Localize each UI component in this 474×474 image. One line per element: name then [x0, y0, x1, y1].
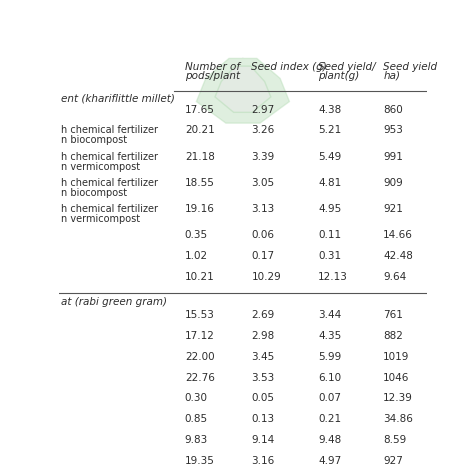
Text: 0.05: 0.05	[251, 393, 274, 403]
Text: 1.02: 1.02	[185, 251, 208, 261]
Text: 0.13: 0.13	[251, 414, 274, 424]
Text: 21.18: 21.18	[185, 152, 215, 162]
Text: 991: 991	[383, 152, 403, 162]
Text: 3.16: 3.16	[251, 456, 275, 466]
Text: 22.00: 22.00	[185, 352, 214, 362]
Text: Seed yield/: Seed yield/	[318, 62, 376, 72]
Text: 10.29: 10.29	[251, 272, 281, 282]
Text: 9.64: 9.64	[383, 272, 406, 282]
Text: at (rabi green gram): at (rabi green gram)	[61, 297, 167, 307]
Text: ent (khariflittle millet): ent (khariflittle millet)	[61, 93, 175, 103]
Text: Seed yield: Seed yield	[383, 62, 438, 72]
Text: n biocompost: n biocompost	[61, 188, 127, 198]
Text: 22.76: 22.76	[185, 373, 215, 383]
Text: 3.53: 3.53	[251, 373, 275, 383]
Text: 860: 860	[383, 105, 403, 115]
Text: 9.83: 9.83	[185, 435, 208, 445]
Polygon shape	[232, 43, 254, 57]
Text: pods/plant: pods/plant	[185, 71, 240, 81]
Text: 3.13: 3.13	[251, 204, 275, 214]
Text: 4.81: 4.81	[318, 178, 341, 188]
Text: 921: 921	[383, 204, 403, 214]
Text: 3.45: 3.45	[251, 352, 275, 362]
Text: 17.12: 17.12	[185, 331, 215, 341]
Text: 3.26: 3.26	[251, 126, 275, 136]
Text: 17.65: 17.65	[185, 105, 215, 115]
Text: n vermicompost: n vermicompost	[61, 162, 140, 172]
Text: 8.59: 8.59	[383, 435, 406, 445]
Text: 2.97: 2.97	[251, 105, 275, 115]
Text: 34.86: 34.86	[383, 414, 413, 424]
Text: 3.39: 3.39	[251, 152, 275, 162]
Text: 909: 909	[383, 178, 403, 188]
Text: n biocompost: n biocompost	[61, 136, 127, 146]
Text: 0.11: 0.11	[318, 230, 341, 240]
Text: 9.48: 9.48	[318, 435, 341, 445]
Polygon shape	[215, 66, 271, 112]
Text: ha): ha)	[383, 71, 400, 81]
Text: h chemical fertilizer: h chemical fertilizer	[61, 126, 158, 136]
Text: 0.30: 0.30	[185, 393, 208, 403]
Text: Seed index (g): Seed index (g)	[251, 62, 327, 72]
Text: 18.55: 18.55	[185, 178, 215, 188]
Text: 953: 953	[383, 126, 403, 136]
Text: 1019: 1019	[383, 352, 410, 362]
Text: 882: 882	[383, 331, 403, 341]
Text: 0.06: 0.06	[251, 230, 274, 240]
Text: h chemical fertilizer: h chemical fertilizer	[61, 204, 158, 214]
Text: 3.05: 3.05	[251, 178, 274, 188]
Text: 5.49: 5.49	[318, 152, 341, 162]
Text: 14.66: 14.66	[383, 230, 413, 240]
Text: 0.17: 0.17	[251, 251, 274, 261]
Text: 42.48: 42.48	[383, 251, 413, 261]
Text: 4.38: 4.38	[318, 105, 341, 115]
Text: 0.31: 0.31	[318, 251, 341, 261]
Text: 6.10: 6.10	[318, 373, 341, 383]
Text: 15.53: 15.53	[185, 310, 215, 320]
Text: 0.07: 0.07	[318, 393, 341, 403]
Text: 927: 927	[383, 456, 403, 466]
Text: 4.97: 4.97	[318, 456, 341, 466]
Text: 0.85: 0.85	[185, 414, 208, 424]
Text: 10.21: 10.21	[185, 272, 215, 282]
Text: 12.39: 12.39	[383, 393, 413, 403]
Text: 2.98: 2.98	[251, 331, 275, 341]
Text: 761: 761	[383, 310, 403, 320]
Text: 3.44: 3.44	[318, 310, 341, 320]
Text: plant(g): plant(g)	[318, 71, 359, 81]
Text: 4.35: 4.35	[318, 331, 341, 341]
Text: 19.35: 19.35	[185, 456, 215, 466]
Text: 1046: 1046	[383, 373, 410, 383]
Text: Number of: Number of	[185, 62, 240, 72]
Text: h chemical fertilizer: h chemical fertilizer	[61, 178, 158, 188]
Text: n vermicompost: n vermicompost	[61, 214, 140, 224]
Polygon shape	[196, 58, 290, 123]
Text: 12.13: 12.13	[318, 272, 348, 282]
Text: 20.21: 20.21	[185, 126, 215, 136]
Text: 0.21: 0.21	[318, 414, 341, 424]
Text: 4.95: 4.95	[318, 204, 341, 214]
Text: 2.69: 2.69	[251, 310, 275, 320]
Text: 9.14: 9.14	[251, 435, 275, 445]
Text: 5.99: 5.99	[318, 352, 341, 362]
Text: 0.35: 0.35	[185, 230, 208, 240]
Text: h chemical fertilizer: h chemical fertilizer	[61, 152, 158, 162]
Text: 19.16: 19.16	[185, 204, 215, 214]
Text: 5.21: 5.21	[318, 126, 341, 136]
